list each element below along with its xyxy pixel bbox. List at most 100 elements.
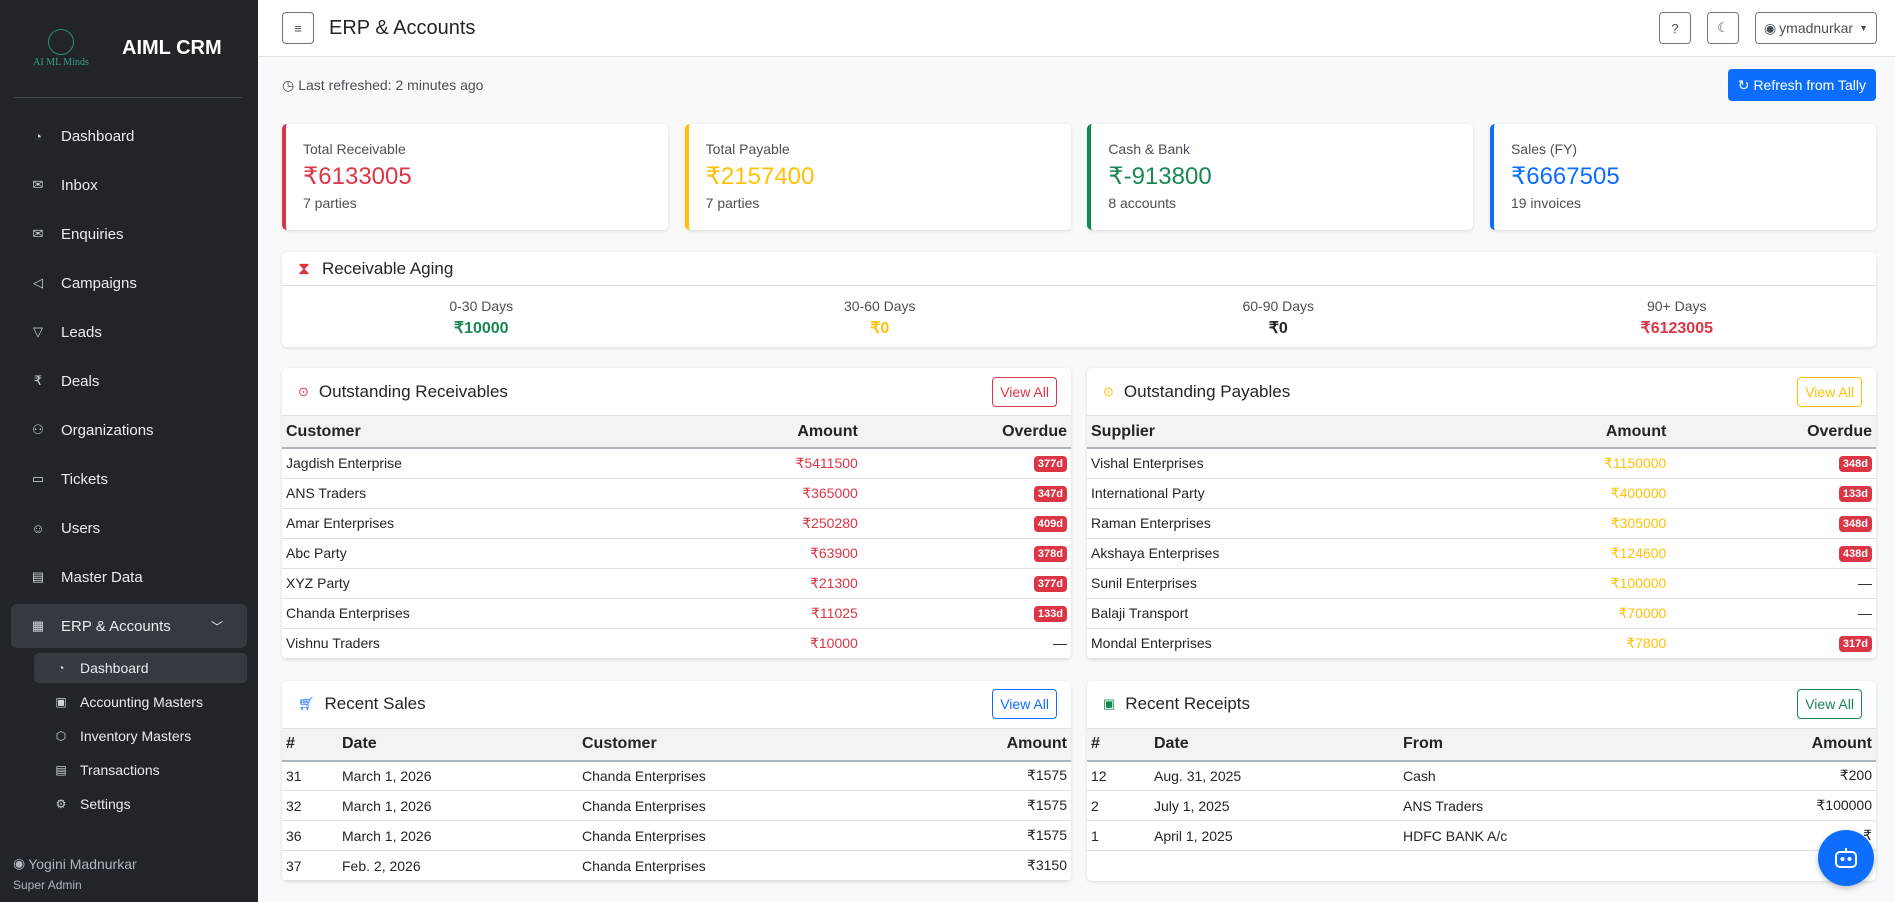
overdue-badge: 378d [1033, 546, 1067, 562]
overdue-dash: — [1858, 605, 1872, 621]
receipts-view-all-button[interactable]: View All [1797, 689, 1862, 719]
help-button[interactable]: ? [1658, 12, 1691, 44]
party-cell: Cash [1399, 760, 1696, 791]
table-row[interactable]: 2 July 1, 2025 ANS Traders ₹100000 [1087, 790, 1876, 821]
recent-receipts-card: ▣ Recent Receipts View All # Date From A… [1087, 680, 1876, 881]
table-row[interactable]: 32 March 1, 2026 Chanda Enterprises ₹1575 [282, 790, 1071, 821]
sidebar-item-erp-accounts[interactable]: ▦ ERP & Accounts ﹀ [11, 604, 247, 648]
sales-view-all-button[interactable]: View All [992, 689, 1057, 719]
table-row[interactable]: International Party ₹400000 133d [1087, 478, 1876, 509]
box-icon: ⬡ [55, 729, 67, 743]
kpi-subtext: 19 invoices [1510, 195, 1582, 211]
payables-view-all-button[interactable]: View All [1797, 376, 1862, 407]
payables-table-body: Vishal Enterprises ₹1150000 348d Internatio… [1087, 448, 1876, 659]
aging-label: 60-90 Days [1242, 298, 1315, 314]
megaphone-icon: ◁ [33, 275, 43, 290]
submenu-item-settings[interactable]: ⚙ Settings [34, 789, 247, 819]
column-header: Date [338, 728, 578, 762]
sidebar-item-tickets[interactable]: ▭ Tickets [11, 457, 247, 501]
rupee-icon: ₹ [33, 373, 43, 388]
submenu-item-inventory-masters[interactable]: ⬡ Inventory Masters [34, 721, 247, 751]
sidebar-item-enquiries[interactable]: ✉ Enquiries [11, 212, 247, 256]
table-row[interactable]: 36 March 1, 2026 Chanda Enterprises ₹1575 [282, 820, 1071, 851]
table-row[interactable]: Vishnu Traders ₹10000 — [282, 628, 1071, 659]
speedometer-icon: ◔ [57, 661, 65, 675]
receivables-view-all-button[interactable]: View All [992, 376, 1057, 407]
aging-label: 90+ Days [1646, 298, 1707, 314]
date-cell: March 1, 2026 [338, 790, 578, 821]
table-row[interactable]: Sunil Enterprises ₹100000 — [1087, 568, 1876, 599]
logo-circle-icon [48, 29, 74, 55]
table-row[interactable]: XYZ Party ₹21300 377d [282, 568, 1071, 599]
sidebar-item-organizations[interactable]: ⚇ Organizations [11, 408, 247, 452]
kpi-subtext: 7 parties [303, 195, 357, 211]
table-row[interactable]: ANS Traders ₹365000 347d [282, 478, 1071, 509]
kpi-subtext: 7 parties [705, 195, 760, 211]
overdue-badge: 133d [1838, 486, 1872, 502]
building-icon: ▦ [31, 618, 45, 633]
clock-icon: ◷ [282, 76, 295, 93]
sidebar-item-master-data[interactable]: ▤ Master Data [11, 555, 247, 599]
sidebar-item-leads[interactable]: ▽ Leads [11, 310, 247, 354]
sidebar-item-inbox[interactable]: ✉ Inbox [11, 163, 247, 207]
overdue-cell: 347d [861, 478, 1071, 509]
aging-title: Receivable Aging [321, 258, 454, 278]
brand-logo: AI ML Minds [24, 23, 98, 75]
amount-cell: ₹200 [1695, 760, 1876, 791]
theme-toggle-button[interactable]: ☾ [1706, 12, 1739, 44]
sales-title: Recent Sales [324, 694, 426, 713]
amount-cell: ₹400000 [1471, 478, 1671, 509]
refresh-from-tally-button[interactable]: ↻ Refresh from Tally [1727, 69, 1876, 101]
overdue-cell: 348d [1670, 508, 1876, 539]
sidebar-item-campaigns[interactable]: ◁ Campaigns [11, 261, 247, 305]
table-row[interactable]: 37 Feb. 2, 2026 Chanda Enterprises ₹3150 [282, 850, 1071, 881]
sidebar-item-users[interactable]: ☺ Users [11, 506, 247, 550]
table-row[interactable]: Mondal Enterprises ₹7800 317d [1087, 628, 1876, 659]
table-row[interactable]: Chanda Enterprises ₹11025 133d [282, 598, 1071, 629]
people-icon: ⚇ [32, 422, 44, 437]
table-row[interactable]: 1 April 1, 2025 HDFC BANK A/c ₹ [1087, 820, 1876, 851]
aging-value: ₹0 [870, 320, 890, 337]
recent-sales-card: 🛒︎ Recent Sales View All # Date Customer… [282, 680, 1071, 881]
sidebar-item-dashboard[interactable]: ◔ Dashboard [11, 114, 247, 158]
person-icon: ☺ [31, 520, 45, 536]
table-row[interactable]: Akshaya Enterprises ₹124600 438d [1087, 538, 1876, 569]
question-circle-icon: ? [1671, 20, 1679, 36]
table-row[interactable]: Vishal Enterprises ₹1150000 348d [1087, 448, 1876, 479]
menu-toggle-button[interactable]: ≡ [282, 12, 314, 44]
party-name-cell: ANS Traders [282, 478, 660, 509]
brand[interactable]: AI ML Minds AIML CRM [14, 0, 242, 98]
sidebar-user[interactable]: ◉ Yogini Madnurkar Super Admin [13, 855, 137, 892]
aging-bucket-0-30: 0-30 Days ₹10000 [282, 286, 681, 338]
receivables-table: Customer Amount Overdue Jagdish Enterpri… [282, 416, 1071, 659]
sidebar-item-deals[interactable]: ₹ Deals [11, 359, 247, 403]
party-name-cell: XYZ Party [282, 568, 660, 599]
table-row[interactable]: Jagdish Enterprise ₹5411500 377d [282, 448, 1071, 479]
user-menu-button[interactable]: ◉ ymadnurkar ▼ [1754, 12, 1877, 44]
aging-value: ₹0 [1268, 320, 1288, 337]
table-row[interactable]: Abc Party ₹63900 378d [282, 538, 1071, 569]
submenu-item-dashboard[interactable]: ◔ Dashboard [34, 653, 247, 683]
table-row[interactable]: 12 Aug. 31, 2025 Cash ₹200 [1087, 760, 1876, 791]
logo-text: AI ML Minds [33, 57, 89, 68]
kpi-label: Cash & Bank [1108, 141, 1191, 157]
submenu-item-transactions[interactable]: ▤ Transactions [34, 755, 247, 785]
party-name-cell: Chanda Enterprises [282, 598, 660, 629]
table-row[interactable]: Balaji Transport ₹70000 — [1087, 598, 1876, 629]
aging-bucket-90-plus: 90+ Days ₹6123005 [1478, 286, 1877, 338]
sidebar-item-label: Inbox [61, 176, 98, 194]
kpi-value: ₹-913800 [1108, 163, 1212, 190]
ticket-icon: ▭ [31, 471, 45, 486]
table-row[interactable]: Raman Enterprises ₹305000 348d [1087, 508, 1876, 539]
main-content: ◷ Last refreshed: 2 minutes ago ↻ Refresh … [282, 57, 1876, 881]
submenu-item-accounting-masters[interactable]: ▣ Accounting Masters [34, 687, 247, 717]
table-row[interactable]: Amar Enterprises ₹250280 409d [282, 508, 1071, 539]
chatbot-button[interactable] [1818, 830, 1874, 886]
arrow-down-circle-icon: ⊙ [298, 383, 309, 399]
table-row[interactable]: 31 March 1, 2026 Chanda Enterprises ₹1575 [282, 760, 1071, 791]
amount-cell: ₹10000 [659, 628, 862, 659]
payables-title: Outstanding Payables [1123, 381, 1291, 401]
overdue-cell: 378d [861, 538, 1071, 569]
aging-bucket-60-90: 60-90 Days ₹0 [1079, 286, 1478, 338]
column-header: Customer [282, 416, 660, 449]
